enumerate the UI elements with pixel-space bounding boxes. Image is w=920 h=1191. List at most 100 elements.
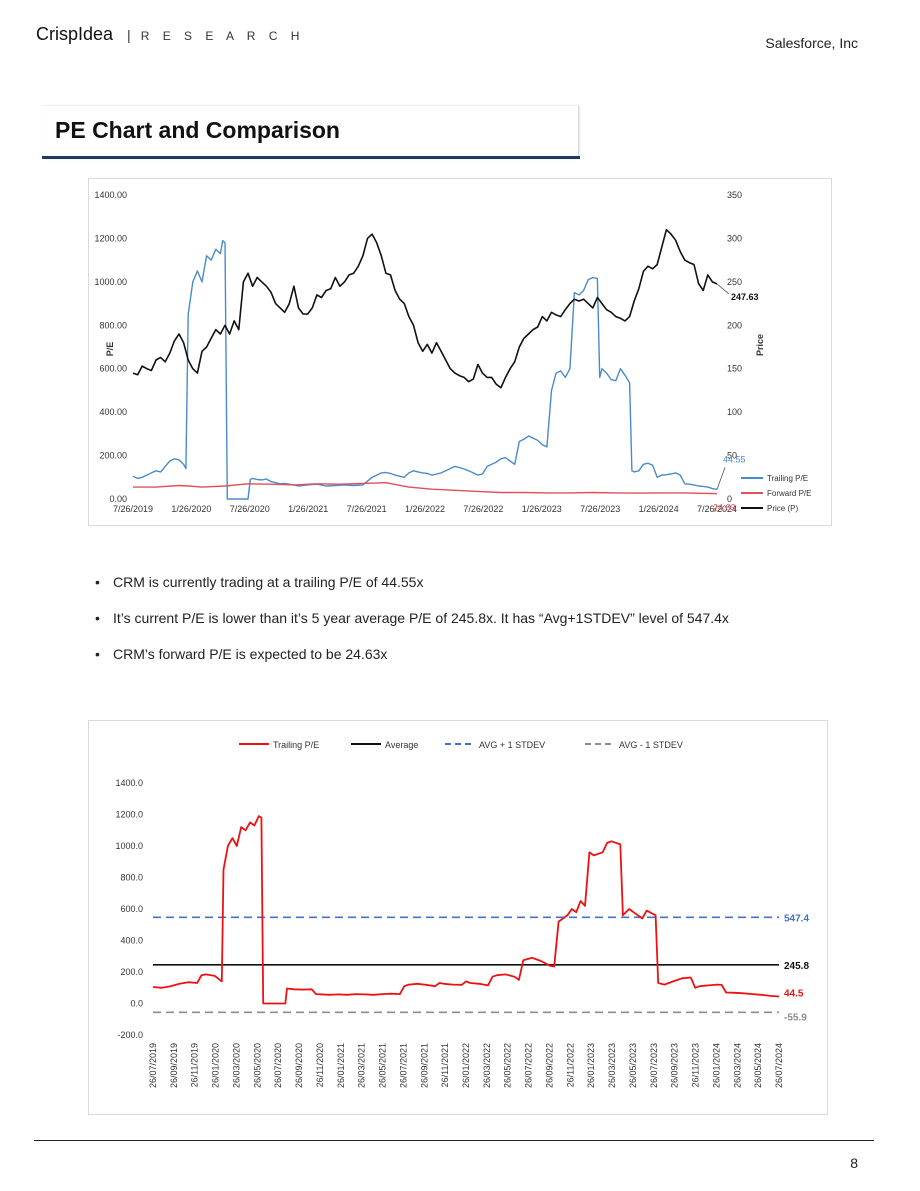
x-tick-label: 1/26/2023	[522, 504, 562, 514]
y2-tick-label: 300	[727, 233, 742, 243]
y2-tick-label: 0	[727, 494, 732, 504]
brand-name: CrispIdea	[36, 24, 114, 44]
annotation-trailing-p-e: 44.5	[784, 988, 804, 999]
series-line-trailing-p-e	[132, 239, 718, 500]
x-tick-label: 1/26/2024	[639, 504, 679, 514]
x-tick-label: 26/03/2020	[231, 1043, 241, 1088]
y-tick-label: 400.00	[99, 407, 127, 417]
y-tick-label: 200.00	[99, 451, 127, 461]
pe-price-chart-svg: 0.00 200.00 400.00 600.00 800.00 1000.00 1200.…	[94, 190, 811, 514]
y2-axis-title: Price	[755, 334, 765, 356]
x-tick-label: 26/07/2022	[524, 1043, 534, 1088]
y-axis-title: P/E	[105, 342, 115, 357]
y2-tick-label: 250	[727, 277, 742, 287]
pe-band-chart-svg: -200.0 0.0 200.0 400.0 600.0 800.0 1000.0 1200.…	[115, 740, 809, 1088]
legend-label: Price (P)	[767, 504, 798, 513]
x-tick-label: 26/01/2021	[336, 1043, 346, 1088]
page-number: 8	[850, 1155, 858, 1171]
legend-label: AVG + 1 STDEV	[479, 740, 545, 750]
company-name: Salesforce, Inc	[765, 35, 858, 51]
x-tick-label: 26/11/2022	[565, 1043, 575, 1087]
series-line-price-p	[132, 228, 718, 389]
y-tick-label: 800.00	[99, 320, 127, 330]
x-tick-label: 26/11/2023	[691, 1043, 701, 1087]
brand-separator: |	[127, 27, 131, 43]
y-tick-label: 0.00	[109, 494, 127, 504]
y2-tick-label: 100	[727, 407, 742, 417]
x-tick-label: 1/26/2022	[405, 504, 445, 514]
y-tick-label: 1200.0	[115, 810, 143, 820]
brand-subtitle: R E S E A R C H	[140, 29, 305, 43]
x-tick-label: 7/26/2023	[580, 504, 620, 514]
footer-rule	[34, 1140, 874, 1141]
annotation-trailing: 44.55	[723, 454, 746, 464]
y-tick-label: 1400.00	[94, 190, 127, 200]
legend-label: Forward P/E	[767, 489, 811, 498]
x-tick-label: 26/05/2024	[753, 1043, 763, 1088]
annotation-avg-1-stdev: 547.4	[784, 913, 809, 924]
bullet-item: • It’s current P/E is lower than it’s 5 y…	[95, 610, 729, 626]
x-tick-label: 1/26/2021	[288, 504, 328, 514]
x-tick-label: 26/03/2022	[482, 1043, 492, 1088]
brand-header: CrispIdea | R E S E A R C H	[36, 24, 304, 45]
y2-tick-label: 50	[727, 451, 737, 461]
section-title: PE Chart and Comparison	[55, 117, 340, 143]
y-tick-label: 1000.00	[94, 277, 127, 287]
x-tick-label: 26/11/2021	[440, 1043, 450, 1087]
bullet-item: • CRM’s forward P/E is expected to be 24.…	[95, 646, 388, 662]
x-tick-label: 7/26/2021	[347, 504, 387, 514]
legend-label: Trailing P/E	[273, 740, 319, 750]
y-tick-label: 1000.0	[115, 841, 143, 851]
bullet-text: It’s current P/E is lower than it’s 5 ye…	[113, 610, 729, 626]
pe-price-chart: 0.00 200.00 400.00 600.00 800.00 1000.00 1200.…	[88, 178, 832, 526]
x-tick-label: 7/26/2019	[113, 504, 153, 514]
x-tick-label: 26/07/2020	[273, 1043, 283, 1088]
y2-tick-label: 200	[727, 320, 742, 330]
x-tick-label: 26/09/2020	[294, 1043, 304, 1088]
legend-label: AVG - 1 STDEV	[619, 740, 683, 750]
y2-tick-label: 150	[727, 364, 742, 374]
x-tick-label: 26/03/2023	[607, 1043, 617, 1088]
y-tick-label: 400.0	[120, 936, 143, 946]
legend-label: Average	[385, 740, 418, 750]
x-tick-label: 26/07/2023	[649, 1043, 659, 1088]
annotation-price: 247.63	[731, 292, 759, 302]
x-tick-label: 26/09/2022	[544, 1043, 554, 1088]
y-tick-label: 600.00	[99, 364, 127, 374]
x-tick-label: 26/05/2021	[378, 1043, 388, 1088]
x-tick-label: 26/09/2019	[169, 1043, 179, 1088]
annotation-leader	[716, 283, 730, 295]
x-tick-label: 26/03/2021	[357, 1043, 367, 1088]
x-tick-label: 26/01/2023	[586, 1043, 596, 1088]
x-tick-label: 26/01/2024	[711, 1043, 721, 1088]
y-tick-label: 0.0	[130, 999, 143, 1009]
x-tick-label: 26/07/2019	[148, 1043, 158, 1088]
x-tick-label: 26/09/2023	[670, 1043, 680, 1088]
bullet-list: • CRM is currently trading at a trailing …	[95, 574, 885, 682]
bullet-text: CRM’s forward P/E is expected to be 24.6…	[113, 646, 388, 662]
y-tick-label: 1400.0	[115, 778, 143, 788]
y2-tick-label: 350	[727, 190, 742, 200]
annotation-average: 245.8	[784, 961, 809, 972]
x-tick-label: 7/26/2020	[230, 504, 270, 514]
series-line-trailing-pe	[152, 815, 780, 1005]
pe-band-chart: -200.0 0.0 200.0 400.0 600.0 800.0 1000.0 1200.…	[88, 720, 828, 1115]
x-tick-label: 26/01/2020	[211, 1043, 221, 1088]
series-line-forward-p-e	[133, 482, 718, 495]
bullet-item: • CRM is currently trading at a trailing …	[95, 574, 424, 590]
y-tick-label: 200.0	[120, 967, 143, 977]
bullet-text: CRM is currently trading at a trailing P…	[113, 574, 424, 590]
annotation-avg-1-stdev: -55.9	[784, 1012, 807, 1023]
x-tick-label: 26/09/2021	[419, 1043, 429, 1088]
y-tick-label: 1200.00	[94, 233, 127, 243]
section-box	[42, 105, 579, 158]
legend-label: Trailing P/E	[767, 474, 808, 483]
x-tick-label: 26/11/2019	[190, 1043, 200, 1087]
x-tick-label: 26/05/2022	[503, 1043, 513, 1088]
x-tick-label: 26/05/2023	[628, 1043, 638, 1088]
x-tick-label: 26/07/2021	[398, 1043, 408, 1088]
annotation-forward: 24.63	[713, 503, 736, 513]
annotation-leader	[716, 467, 726, 490]
x-tick-label: 26/03/2024	[732, 1043, 742, 1088]
x-tick-label: 26/07/2024	[774, 1043, 784, 1088]
